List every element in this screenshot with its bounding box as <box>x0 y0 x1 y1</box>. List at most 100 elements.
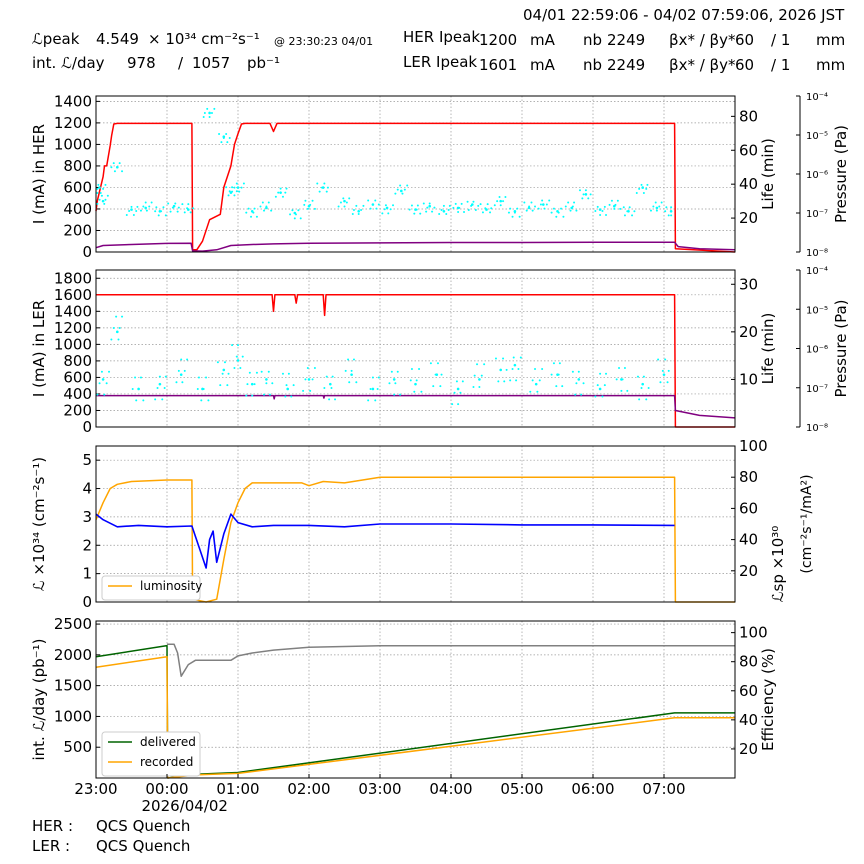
life-point <box>670 206 673 209</box>
y-tick-label: 5 <box>82 451 92 469</box>
life-point <box>575 382 578 385</box>
life-point <box>355 381 358 384</box>
life-point <box>569 209 572 212</box>
y-right-tick-label: 40 <box>739 175 758 193</box>
life-point <box>118 327 121 330</box>
life-point <box>440 208 443 211</box>
life-point <box>664 358 667 361</box>
life-point <box>200 399 203 402</box>
lpeak-unit: × 10³⁴ cm⁻²s⁻¹ <box>148 30 260 48</box>
life-point <box>116 166 119 169</box>
y-tick-label: 800 <box>63 352 92 370</box>
life-point <box>457 210 460 213</box>
life-point <box>137 387 140 390</box>
her-beta-unit: mm <box>816 31 846 49</box>
x-tick-label: 01:00 <box>216 780 259 798</box>
life-point <box>250 382 254 386</box>
life-point <box>250 215 253 218</box>
life-point <box>614 203 617 206</box>
life-point <box>236 359 240 362</box>
life-point <box>472 386 475 389</box>
lpeak-time: @ 23:30:23 04/01 <box>274 35 374 48</box>
life-point <box>325 375 328 378</box>
life-point <box>452 206 455 209</box>
life-point <box>142 205 145 208</box>
life-point <box>463 210 466 213</box>
life-point <box>228 190 231 193</box>
life-point <box>279 191 282 194</box>
life-point <box>377 203 380 206</box>
life-point <box>345 201 348 204</box>
y-tick-label: 1000 <box>54 135 92 153</box>
y-right-tick-label: 80 <box>739 107 758 125</box>
life-point <box>343 205 346 208</box>
life-point <box>552 362 555 365</box>
y-right-tick-label: 80 <box>739 468 758 486</box>
life-point <box>352 358 355 361</box>
life-point <box>219 384 222 387</box>
life-point <box>560 207 563 210</box>
life-point <box>433 206 436 209</box>
life-point <box>183 211 186 214</box>
life-point <box>241 355 244 358</box>
her-beta-y: / 1 <box>771 31 791 49</box>
y-tick-label: 0 <box>82 418 92 436</box>
pressure-tick-label: 10⁻⁵ <box>806 305 828 316</box>
life-point <box>623 367 626 370</box>
life-point <box>390 370 393 373</box>
life-point <box>142 399 145 402</box>
her-status-label: HER : <box>32 817 74 835</box>
life-point <box>144 206 147 210</box>
int-lum-sep: / <box>178 54 184 72</box>
life-point <box>605 372 608 375</box>
life-point <box>396 370 399 373</box>
life-point <box>525 209 528 212</box>
life-point <box>601 209 604 212</box>
life-point <box>136 205 139 208</box>
ler-nb-value: 2249 <box>607 56 646 74</box>
life-point <box>228 137 231 140</box>
life-point <box>374 199 377 202</box>
life-point <box>128 209 131 212</box>
life-point <box>409 379 412 382</box>
life-point <box>655 209 658 212</box>
life-point <box>408 208 411 211</box>
pressure-axis-label: Pressure (Pa) <box>832 299 850 397</box>
life-point <box>307 378 311 381</box>
life-point <box>103 202 106 205</box>
life-point <box>647 386 650 389</box>
life-point <box>98 382 101 385</box>
life-point <box>641 186 644 189</box>
life-point <box>542 203 545 206</box>
life-point <box>472 200 475 203</box>
life-point <box>512 356 515 359</box>
life-point <box>573 201 576 204</box>
life-point <box>121 170 124 173</box>
life-point <box>331 375 334 378</box>
life-point <box>603 384 606 387</box>
life-point <box>523 201 526 204</box>
ler-beta-x: 60 <box>735 56 755 74</box>
plot-frame <box>95 620 736 779</box>
life-point <box>499 199 503 203</box>
life-point <box>265 205 268 208</box>
life-point <box>240 186 243 189</box>
life-point <box>470 204 473 207</box>
life-point <box>158 382 162 386</box>
life-point <box>267 201 270 204</box>
life-point <box>369 387 372 390</box>
life-point <box>528 205 531 208</box>
life-point <box>108 370 111 373</box>
life-point <box>640 386 643 389</box>
life-point <box>145 209 148 212</box>
life-point <box>665 206 668 209</box>
life-point <box>350 373 353 376</box>
life-point <box>478 378 481 381</box>
life-point <box>478 386 481 389</box>
life-point <box>376 387 379 390</box>
life-point <box>410 204 413 207</box>
legend-box <box>101 731 201 777</box>
y-tick-label: 1 <box>82 565 92 583</box>
life-point <box>490 207 493 210</box>
